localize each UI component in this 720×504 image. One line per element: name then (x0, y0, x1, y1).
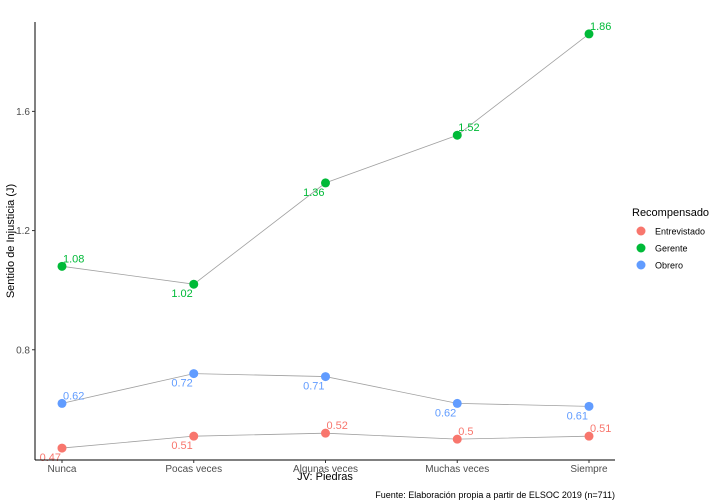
x-tick-label: Pocas veces (165, 464, 222, 475)
data-point (584, 401, 594, 411)
data-label: 0.62 (63, 390, 84, 402)
data-label: 0.5 (458, 426, 473, 438)
data-point (584, 431, 594, 441)
plot-area: 0.47 0.51 0.52 0.5 0.51 1.08 1.02 1.36 1.52 1.86 0… (40, 21, 612, 464)
legend-label: Obrero (655, 261, 683, 271)
data-point (57, 261, 67, 271)
y-axis-title: Sentido de Injusticia (J) (5, 184, 17, 298)
data-label: 0.72 (171, 378, 192, 390)
data-label: 0.47 (40, 452, 61, 464)
data-point (321, 372, 330, 382)
x-tick-label: Nunca (48, 464, 77, 475)
data-point (584, 29, 594, 39)
x-tick-label: Siempre (570, 464, 608, 475)
legend-title: Recompensado (632, 207, 709, 219)
y-tick-label: 0.8 (16, 345, 30, 356)
data-label: 1.36 (303, 187, 324, 199)
legend-key-entrevistado (636, 226, 646, 236)
data-label: 1.86 (590, 21, 611, 33)
data-label: 0.51 (171, 440, 192, 452)
data-point (452, 398, 462, 408)
y-tick-label: 1.6 (16, 107, 30, 118)
legend-label: Entrevistado (655, 227, 705, 237)
data-point (189, 279, 199, 289)
y-axis-ticks: 0.8 1.2 1.6 (16, 107, 35, 356)
data-label: 0.62 (435, 407, 456, 419)
x-axis-title: JV: Piedras (297, 471, 353, 483)
x-axis-ticks: Nunca Pocas veces Algunas veces Muchas vece… (48, 460, 608, 475)
legend: Recompensado Entrevistado Gerente Obrero (632, 207, 709, 271)
chart-caption: Fuente: Elaboración propia a partir de E… (375, 490, 615, 500)
data-label: 0.61 (567, 410, 588, 422)
legend-key-gerente (636, 243, 646, 253)
data-label: 1.08 (63, 253, 84, 265)
data-point (321, 428, 330, 438)
data-point (452, 130, 462, 140)
series-line-gerente (61, 33, 590, 285)
legend-label: Gerente (655, 244, 688, 254)
data-label: 1.02 (171, 288, 192, 300)
data-point (57, 398, 67, 408)
data-label: 0.51 (590, 423, 611, 435)
data-label: 1.52 (458, 122, 479, 134)
data-point (57, 443, 67, 453)
data-point (189, 369, 199, 379)
x-tick-label: Muchas veces (425, 464, 489, 475)
data-point (189, 431, 199, 441)
legend-key-obrero (636, 260, 646, 270)
data-point (321, 178, 330, 188)
data-label: 0.52 (327, 420, 348, 432)
data-point (452, 434, 462, 444)
x-tick-label: Algunas veces (293, 464, 358, 475)
data-label: 0.71 (303, 381, 324, 393)
y-tick-label: 1.2 (16, 226, 30, 237)
